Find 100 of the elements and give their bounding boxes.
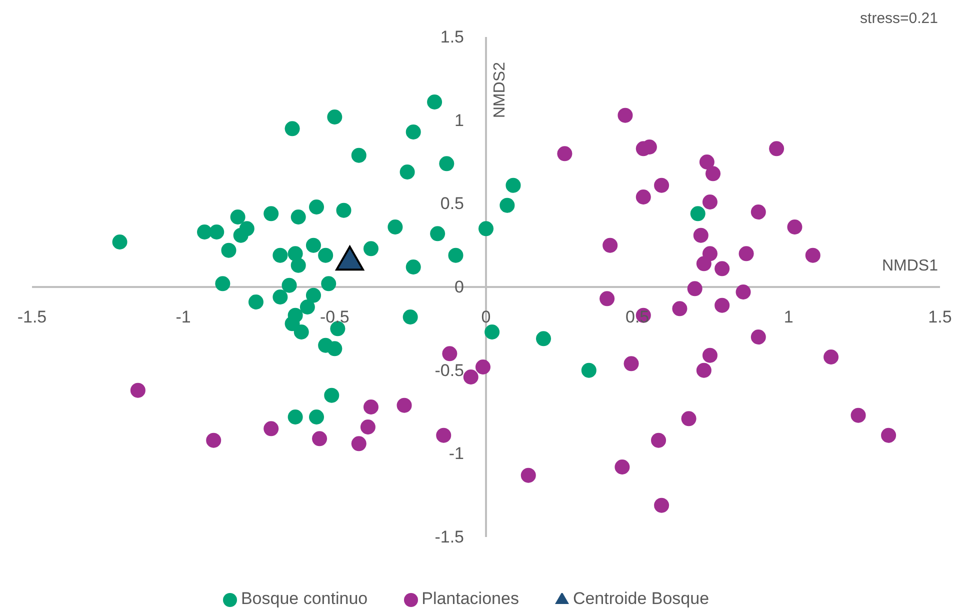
point [264, 421, 279, 436]
point [651, 432, 666, 448]
point [248, 294, 264, 310]
point [850, 408, 866, 423]
point [436, 428, 452, 443]
point [388, 220, 403, 234]
point [520, 468, 536, 483]
point [681, 411, 696, 426]
y-axis-title: NMDS2 [492, 62, 508, 118]
point [288, 410, 303, 424]
point [318, 248, 334, 263]
point [624, 356, 639, 372]
point [714, 298, 730, 313]
y-tick-label: 0.5 [440, 194, 464, 214]
point [714, 261, 730, 276]
point [272, 248, 288, 263]
point [614, 460, 630, 474]
point [484, 324, 500, 340]
point [442, 346, 458, 362]
point [215, 276, 230, 292]
point [736, 284, 751, 300]
x-tick-label: -1.5 [17, 308, 47, 326]
point [702, 348, 718, 363]
point [696, 256, 712, 272]
point [402, 310, 418, 324]
point [600, 291, 615, 306]
point [327, 341, 342, 356]
point [769, 141, 784, 156]
point [636, 190, 651, 204]
point [312, 431, 328, 446]
point [336, 202, 352, 218]
point [787, 220, 802, 234]
point [705, 166, 721, 182]
point [439, 156, 454, 172]
y-tick-label: -0.5 [434, 360, 464, 380]
point [805, 248, 820, 263]
point [500, 198, 515, 213]
x-tick-label: 1.5 [928, 308, 952, 326]
point [602, 238, 618, 253]
point [288, 246, 303, 262]
point [406, 124, 421, 140]
point [475, 360, 490, 374]
point [264, 206, 279, 222]
point [284, 121, 300, 136]
point [881, 428, 896, 443]
point [696, 362, 712, 378]
point [672, 301, 688, 316]
point [294, 324, 309, 340]
point [478, 221, 494, 236]
point [284, 316, 300, 332]
point [430, 226, 446, 242]
point [130, 382, 146, 398]
point [824, 350, 839, 364]
point [396, 398, 412, 413]
point [300, 300, 315, 314]
y-tick-label: 0 [454, 278, 464, 296]
y-tick-label: -1 [448, 444, 464, 464]
x-tick-label: 0 [481, 308, 491, 326]
point [406, 260, 421, 274]
point [351, 436, 366, 452]
y-tick-label: -1.5 [434, 528, 464, 546]
point [233, 228, 248, 243]
point [557, 146, 572, 162]
point [321, 276, 336, 292]
point [750, 330, 766, 344]
point [693, 228, 708, 243]
point [306, 238, 321, 253]
point [618, 108, 633, 123]
point [309, 410, 324, 424]
y-tick-label: 1 [454, 110, 464, 130]
point [309, 200, 324, 214]
point [750, 204, 766, 220]
text: stress=0.21 [860, 10, 938, 27]
point [290, 210, 306, 224]
point [702, 194, 718, 210]
point [448, 248, 464, 263]
legend-label: Plantaciones [422, 589, 519, 608]
legend-label: Bosque continuo [240, 589, 368, 608]
point [654, 498, 670, 513]
point [427, 94, 442, 110]
x-axis-title: NMDS1 [882, 258, 938, 274]
point [112, 234, 128, 250]
point [209, 224, 224, 240]
point [327, 110, 342, 124]
point [360, 420, 376, 434]
point [506, 178, 521, 193]
point [581, 362, 596, 378]
point [197, 224, 212, 240]
point [282, 278, 297, 293]
y-tick-label: 1.5 [440, 28, 464, 46]
point [738, 246, 754, 262]
point [221, 242, 236, 258]
legend-label: Centroide Bosque [572, 589, 710, 608]
point [690, 206, 706, 222]
point [230, 210, 246, 224]
x-tick-label: 1 [784, 308, 794, 326]
point [400, 164, 415, 180]
x-tick-label: -0.5 [320, 308, 350, 326]
point [699, 154, 714, 170]
x-tick-label: -1 [176, 308, 191, 326]
